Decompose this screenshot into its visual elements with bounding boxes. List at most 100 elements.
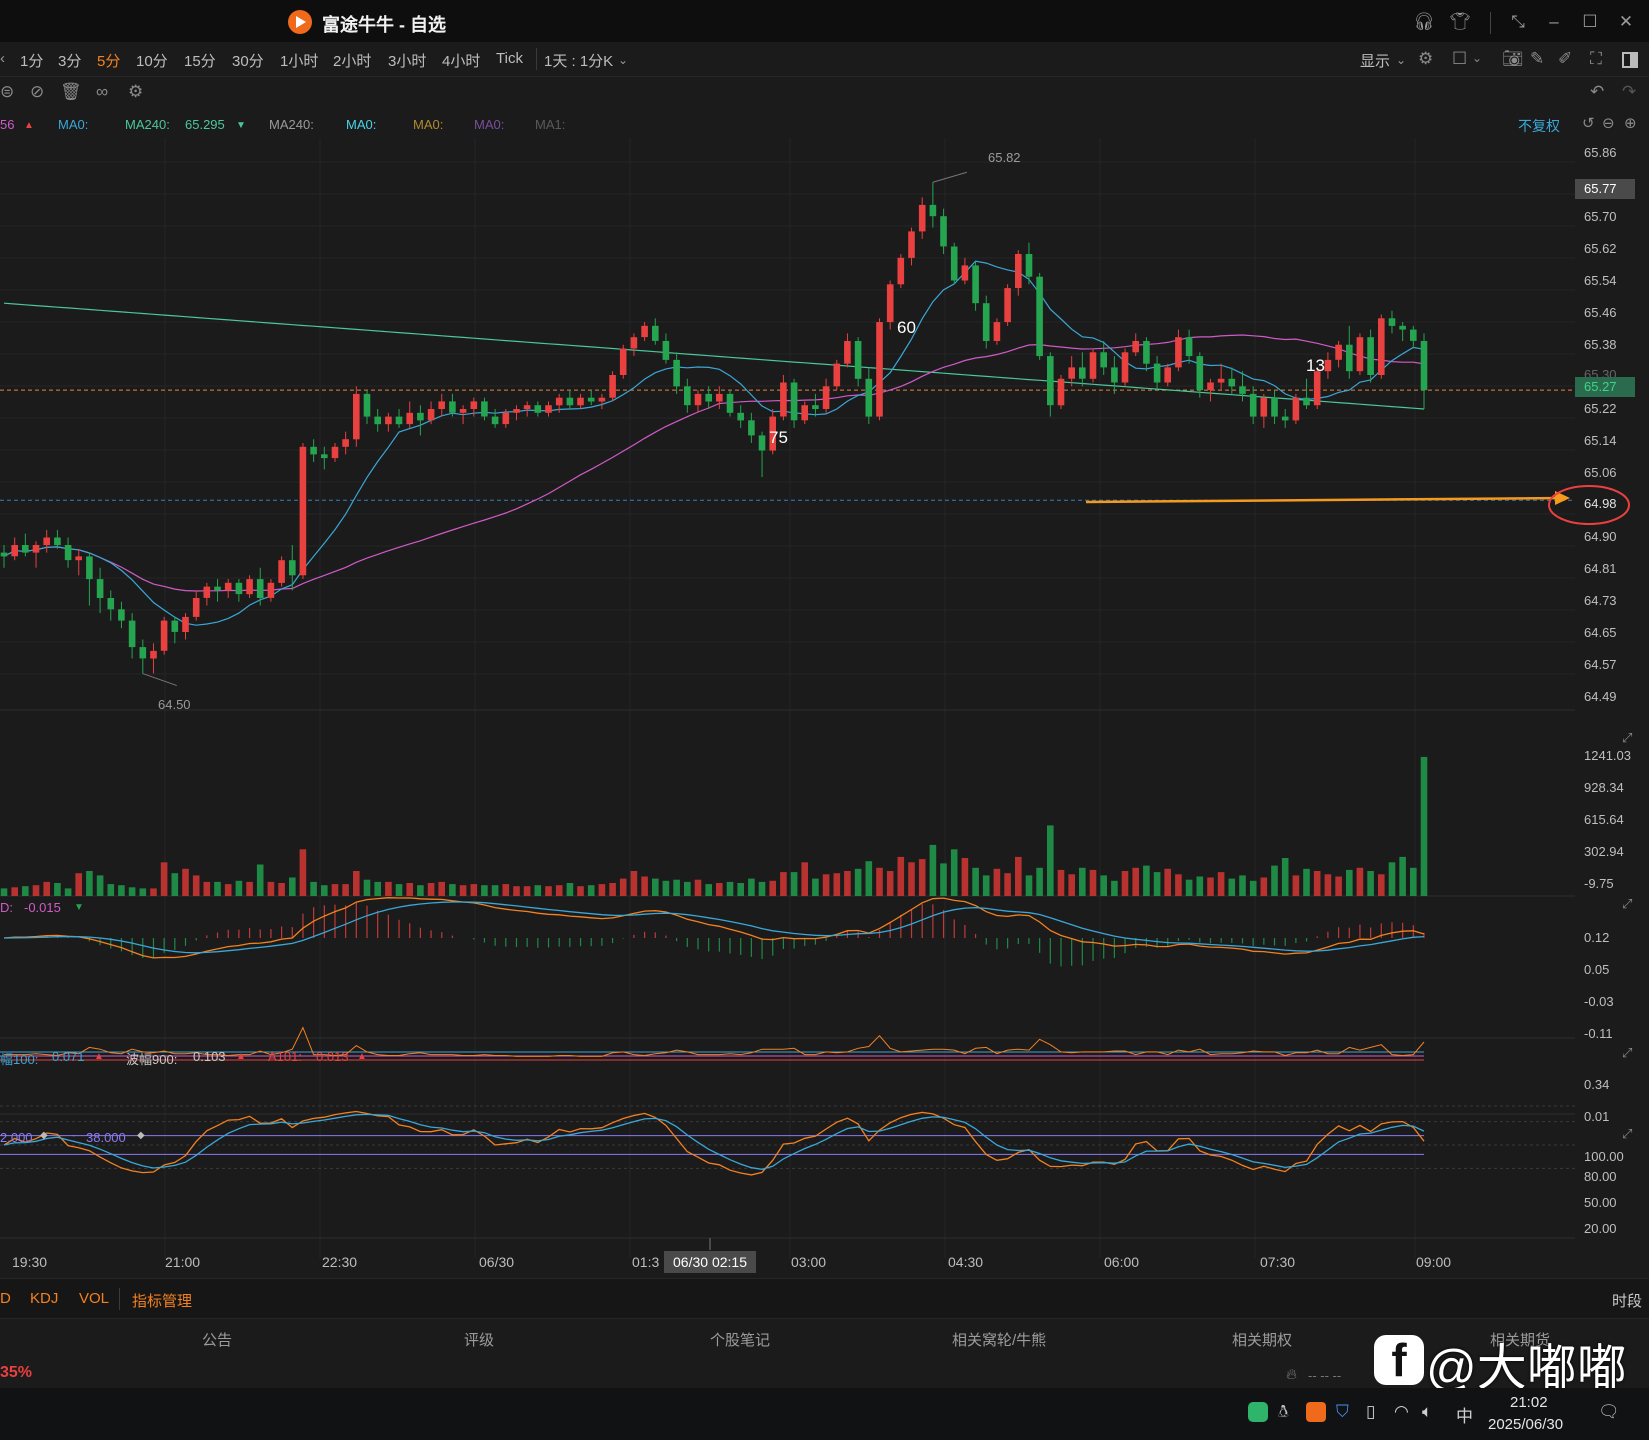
tray-usb-icon[interactable]: ▯ bbox=[1366, 1402, 1376, 1421]
volume-bar bbox=[459, 885, 467, 896]
candle-body bbox=[385, 416, 392, 425]
tab-d[interactable]: D bbox=[0, 1290, 11, 1307]
adjust-button[interactable]: 不复权 bbox=[1518, 118, 1560, 134]
expand-icon[interactable]: ⤢ bbox=[1622, 1126, 1633, 1141]
tab-vol[interactable]: VOL bbox=[79, 1290, 110, 1307]
zoom-in-icon[interactable]: ⊕ bbox=[1624, 115, 1637, 132]
expand-icon[interactable]: ⤢ bbox=[1622, 730, 1633, 745]
square-icon[interactable]: ☐ bbox=[1452, 49, 1468, 68]
timeframe-tab-3[interactable]: 10分 bbox=[136, 53, 168, 70]
up-triangle-icon: ▲ bbox=[94, 1051, 104, 1062]
candle-body bbox=[331, 446, 339, 459]
volume-bar bbox=[310, 881, 317, 896]
tray-shield-icon[interactable]: ⛉ bbox=[1336, 1402, 1349, 1421]
time-axis-label: 22:30 bbox=[322, 1254, 358, 1270]
hide-icon[interactable]: ⊘ bbox=[30, 82, 45, 101]
info-tab-futures[interactable]: 相关期货 bbox=[1490, 1332, 1551, 1349]
timeframe-tab-7[interactable]: 2小时 bbox=[333, 53, 372, 70]
candle-body bbox=[1132, 341, 1139, 353]
info-tab-announcements[interactable]: 公告 bbox=[202, 1332, 233, 1349]
volume-bar bbox=[502, 884, 510, 896]
info-tab-warrants[interactable]: 相关窝轮/牛熊 bbox=[952, 1332, 1047, 1349]
volume-bar bbox=[545, 886, 552, 896]
candle-body bbox=[1196, 356, 1204, 391]
minimize-icon[interactable]: – bbox=[1549, 12, 1559, 31]
expand-icon[interactable]: ⤢ bbox=[1622, 896, 1633, 911]
timeframe-tab-2[interactable]: 5分 bbox=[97, 53, 121, 70]
volume-bar bbox=[1388, 862, 1396, 896]
period-button[interactable]: 时段 bbox=[1612, 1293, 1643, 1310]
display-button[interactable]: 显示 bbox=[1360, 53, 1391, 70]
ime-indicator[interactable]: 中 bbox=[1456, 1407, 1473, 1426]
camera-icon[interactable]: 📷︎ bbox=[1502, 49, 1524, 68]
candle-body bbox=[812, 405, 819, 409]
candle-body bbox=[897, 257, 905, 285]
tab-kdj[interactable]: KDJ bbox=[30, 1290, 59, 1307]
candle-body bbox=[854, 341, 862, 379]
tray-app-icon[interactable] bbox=[1248, 1402, 1268, 1422]
redo-icon[interactable]: ↷ bbox=[1622, 82, 1637, 101]
volume-bar bbox=[203, 881, 211, 896]
timeframe-tab-8[interactable]: 3小时 bbox=[388, 53, 427, 70]
candle-body bbox=[844, 341, 851, 364]
volume-bar bbox=[118, 885, 125, 896]
candle-body bbox=[886, 284, 894, 323]
expand-icon[interactable]: ⤢ bbox=[1622, 1045, 1633, 1060]
left-chevron-icon[interactable]: ‹ bbox=[0, 50, 5, 67]
volume-icon[interactable]: 🔈︎ bbox=[1422, 1402, 1433, 1421]
gear-icon[interactable]: ⚙ bbox=[1418, 49, 1434, 68]
info-tab-ratings[interactable]: 评级 bbox=[464, 1332, 495, 1349]
zoom-out-icon[interactable]: ⊖ bbox=[1602, 115, 1615, 132]
close-icon[interactable]: ✕ bbox=[1618, 12, 1634, 31]
candle-body bbox=[1207, 382, 1214, 391]
fullscreen-icon[interactable]: ⛶ bbox=[1590, 49, 1602, 68]
chevron-down-icon[interactable]: ⌄ bbox=[618, 53, 629, 67]
chevron-down-icon[interactable]: ⌄ bbox=[1472, 51, 1483, 65]
timeframe-tab-6[interactable]: 1小时 bbox=[280, 53, 319, 70]
candle-body bbox=[577, 397, 584, 406]
kline-chart[interactable] bbox=[0, 138, 1575, 1258]
settings-icon[interactable]: ⚙ bbox=[128, 82, 144, 101]
info-tab-notes[interactable]: 个股笔记 bbox=[710, 1332, 771, 1349]
timeframe-tab-5[interactable]: 30分 bbox=[232, 53, 264, 70]
candle-body bbox=[128, 620, 136, 648]
candle-body bbox=[652, 325, 659, 341]
shirt-icon[interactable]: 👕︎ bbox=[1449, 12, 1471, 31]
info-tab-options[interactable]: 相关期权 bbox=[1232, 1332, 1293, 1349]
candle-body bbox=[961, 265, 969, 281]
timeframe-tab-1[interactable]: 3分 bbox=[58, 53, 82, 70]
volume-bar bbox=[1249, 880, 1257, 896]
price-axis-label: 65.38 bbox=[1584, 337, 1617, 352]
headset-icon[interactable]: 🎧︎ bbox=[1413, 12, 1435, 31]
maximize-icon[interactable]: ☐ bbox=[1582, 12, 1598, 31]
chart-annotation-13: 13 bbox=[1306, 356, 1325, 375]
link-icon[interactable]: ⊜ bbox=[0, 82, 15, 101]
tray-qq-icon[interactable]: 🐧︎ bbox=[1278, 1402, 1289, 1421]
chevron-down-icon[interactable]: ⌄ bbox=[1396, 53, 1407, 67]
edit-icon[interactable]: ✎ bbox=[1530, 49, 1545, 68]
wifi-icon[interactable]: ◠ bbox=[1394, 1402, 1409, 1421]
collapse-icon[interactable]: ⤡ bbox=[1511, 12, 1525, 31]
volume-bar bbox=[619, 878, 627, 896]
trash-icon[interactable]: 🗑︎ bbox=[60, 82, 82, 101]
reset-icon[interactable]: ↺ bbox=[1582, 115, 1595, 132]
notification-icon[interactable]: 🗨︎ bbox=[1598, 1402, 1620, 1421]
overlay-icon[interactable]: ∞ bbox=[96, 82, 109, 101]
timeframe-tab-9[interactable]: 4小时 bbox=[442, 53, 481, 70]
range-selector[interactable]: 1天 : 1分K bbox=[544, 53, 614, 70]
candle-body bbox=[1175, 337, 1182, 368]
taskbar-date[interactable]: 2025/06/30 bbox=[1488, 1416, 1564, 1433]
timeframe-tab-4[interactable]: 15分 bbox=[184, 53, 216, 70]
volume-bar bbox=[566, 883, 574, 896]
candle-body bbox=[1068, 367, 1075, 379]
pen-icon[interactable]: ✐ bbox=[1558, 49, 1573, 68]
volume-bar bbox=[160, 862, 168, 896]
undo-icon[interactable]: ↶ bbox=[1590, 82, 1605, 101]
tray-futu-icon[interactable] bbox=[1306, 1402, 1326, 1422]
timeframe-tab-0[interactable]: 1分 bbox=[20, 53, 44, 70]
panel-toggle-icon[interactable] bbox=[1622, 52, 1638, 68]
indicator-manage-button[interactable]: 指标管理 bbox=[132, 1293, 193, 1310]
timeframe-tab-10[interactable]: Tick bbox=[496, 50, 523, 67]
taskbar-time[interactable]: 21:02 bbox=[1510, 1394, 1548, 1411]
down-triangle-icon: ▼ bbox=[74, 902, 84, 913]
